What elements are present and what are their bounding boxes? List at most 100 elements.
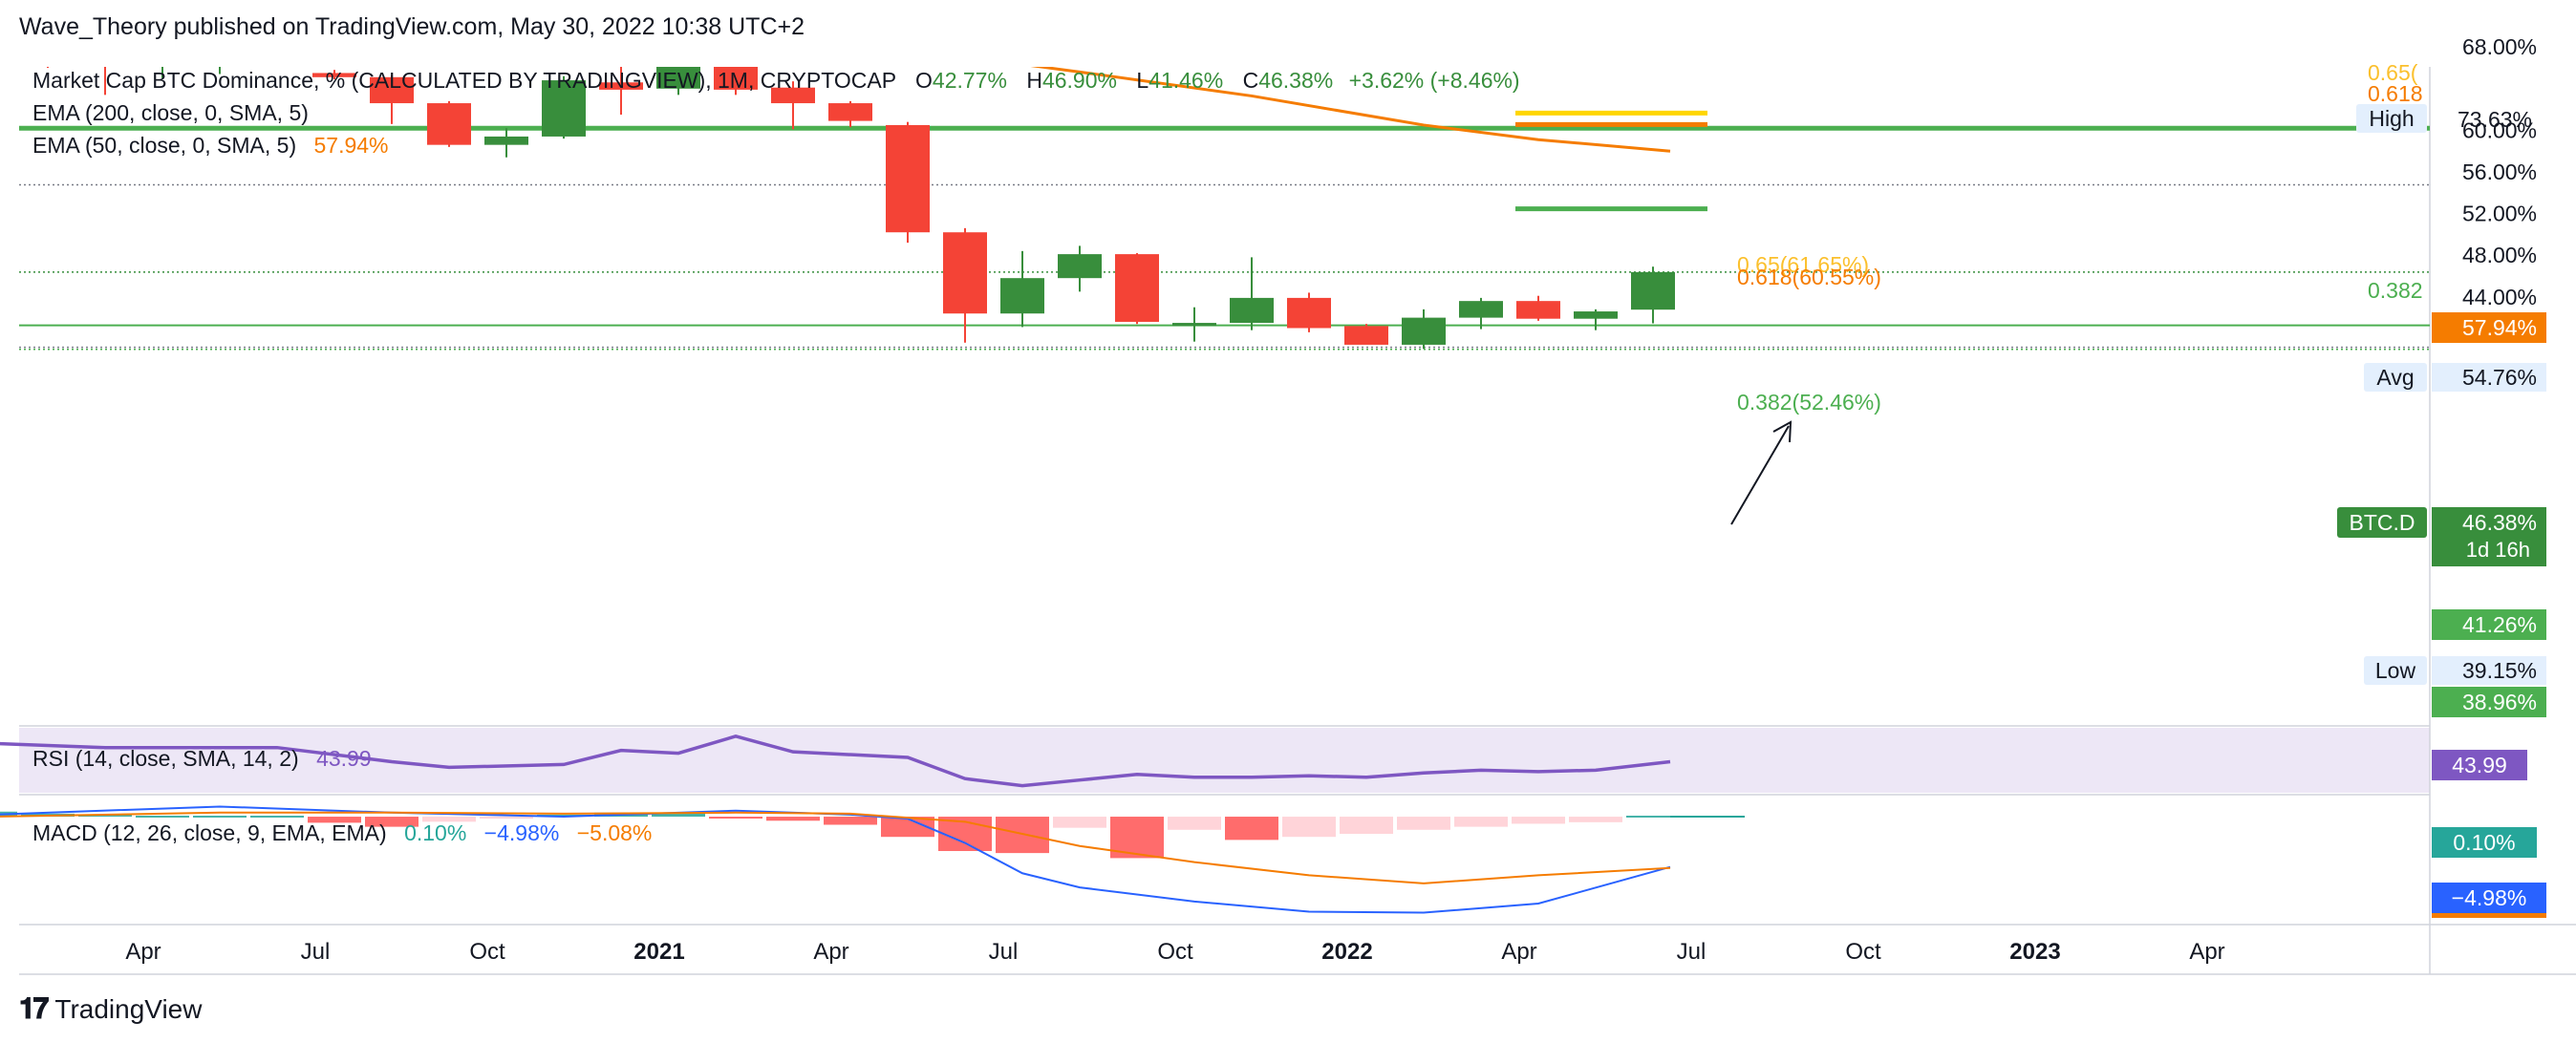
rsi-value-text: 43.99	[2452, 753, 2507, 777]
svg-text:BTC.D: BTC.D	[2350, 510, 2415, 535]
candle	[1230, 257, 1274, 330]
avg-marker: Avg	[2364, 363, 2427, 392]
macd-line	[0, 805, 1671, 914]
candle-body	[771, 87, 815, 104]
macd-histogram-bar	[766, 817, 820, 821]
main-legend: Market Cap BTC Dominance, % (CALCULATED …	[32, 68, 1520, 93]
btc-price-text: 46.38%	[2462, 510, 2537, 535]
fib-65-mid-label: 0.65(61.65%)	[1737, 252, 1869, 277]
x-tick-label: Jul	[1677, 939, 1707, 965]
candle	[886, 121, 930, 244]
candle	[161, 67, 163, 78]
macd-histogram-bar	[422, 817, 476, 822]
candle-body	[198, 56, 242, 59]
macd-hist-text: 0.10%	[2453, 830, 2515, 855]
x-tick-label: 2023	[2009, 939, 2060, 965]
candle-body	[1058, 254, 1102, 279]
tradingview-logo-icon: 𝟏𝟕	[19, 993, 49, 1025]
candle-body	[484, 136, 528, 145]
candle-body	[1459, 301, 1503, 318]
bottom-price-text: 38.96%	[2462, 690, 2537, 714]
x-tick-label: Jul	[301, 939, 331, 965]
low-value-label: 39.15%	[2462, 658, 2537, 683]
svg-text:Avg: Avg	[2376, 365, 2414, 390]
candle	[1172, 307, 1216, 342]
candle	[542, 75, 586, 139]
candle-body	[1631, 271, 1675, 310]
low-marker: Low	[2364, 656, 2427, 685]
x-tick-label: 2022	[1321, 939, 1372, 965]
ema50-legend: EMA (50, close, 0, SMA, 5) 57.94%	[32, 133, 389, 158]
brand-label: TradingView	[54, 994, 203, 1024]
candle-body	[1574, 311, 1618, 319]
candle	[1459, 297, 1503, 330]
svg-text:Low: Low	[2375, 658, 2416, 683]
candle-body	[714, 67, 758, 90]
macd-histogram-bar	[250, 815, 304, 818]
x-tick-label: Apr	[813, 939, 848, 965]
rsi-value-badge	[2432, 750, 2527, 780]
y-tick-label: 68.00%	[2462, 34, 2537, 59]
macd-histogram-bar	[1569, 817, 1622, 822]
fib-382-right-label: 0.382	[2368, 278, 2423, 303]
ema200-legend: EMA (200, close, 0, SMA, 5)	[32, 100, 309, 125]
tradingview-brand[interactable]: 𝟏𝟕 TradingView	[19, 993, 202, 1026]
candle-body	[370, 76, 414, 104]
publisher-line: Wave_Theory published on TradingView.com…	[19, 13, 805, 40]
candle-body	[1344, 326, 1388, 345]
rsi-pane-background	[19, 728, 2430, 793]
candle	[1516, 295, 1560, 321]
macd-histogram-bar	[1053, 817, 1106, 828]
macd-histogram-bar	[308, 817, 361, 823]
btc-price-badge	[2432, 507, 2546, 566]
macd-histogram-bar	[537, 814, 590, 818]
macd-histogram-bar	[1397, 817, 1450, 830]
candle-body	[1172, 323, 1216, 327]
candle	[771, 81, 815, 130]
candle	[828, 100, 872, 128]
macd-histogram-bar	[1626, 815, 1680, 818]
x-tick-label: 2021	[633, 939, 684, 965]
high-marker: High	[2356, 104, 2427, 133]
candle	[1115, 253, 1159, 325]
candle	[714, 67, 758, 96]
candle-body	[427, 103, 471, 145]
macd-hist-badge	[2432, 827, 2537, 858]
candle	[427, 100, 471, 147]
candle	[656, 67, 700, 96]
fib-618-mid-label: 0.618(60.55%)	[1737, 265, 1881, 289]
y-tick-label: 56.00%	[2462, 160, 2537, 184]
fib-618-top-label: 0.618	[2368, 81, 2423, 106]
candle	[943, 227, 987, 343]
candle-body	[1402, 317, 1446, 345]
candle-body	[1516, 301, 1560, 319]
btc-countdown-text: 1d 16h	[2466, 538, 2530, 562]
y-tick-label: 60.00%	[2462, 117, 2537, 142]
svg-text:High: High	[2369, 106, 2414, 131]
bottom-price-badge	[2432, 687, 2546, 717]
candle	[1574, 309, 1618, 330]
macd-histogram-bar	[1512, 817, 1565, 824]
x-tick-label: Apr	[125, 939, 161, 965]
candle	[1344, 324, 1388, 345]
macd-signal-badge-edge	[2432, 913, 2546, 918]
candle-body	[0, 31, 12, 43]
candle-body	[1000, 278, 1044, 314]
candle-body	[1287, 297, 1331, 329]
macd-value-badge	[2432, 883, 2546, 913]
candle	[1058, 245, 1102, 292]
candle	[26, 31, 70, 68]
macd-histogram-bar	[709, 817, 762, 820]
ema50-price-badge	[2432, 312, 2546, 343]
avg-value-background	[2432, 363, 2546, 392]
y-tick-label: 52.00%	[2462, 202, 2537, 226]
x-tick-label: Jul	[989, 939, 1019, 965]
candle-body	[943, 232, 987, 314]
candle-body	[255, 55, 299, 58]
x-tick-label: Apr	[2189, 939, 2224, 965]
candle-body	[26, 31, 70, 50]
candle	[0, 24, 12, 57]
btc-symbol-badge: BTC.D	[2337, 507, 2427, 538]
macd-histogram-bar	[1340, 817, 1393, 835]
